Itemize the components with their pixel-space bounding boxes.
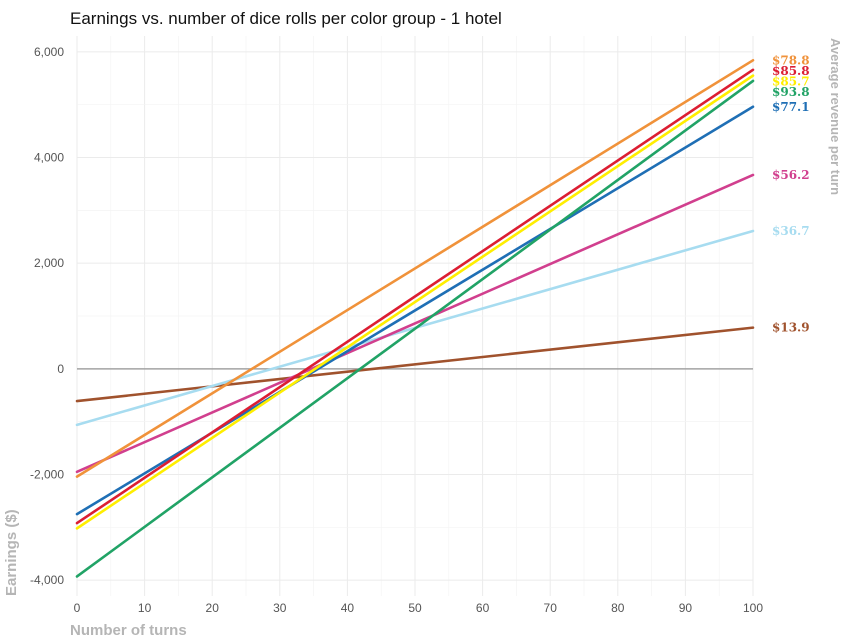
- series-lines: [75, 59, 755, 578]
- x-tick-label: 0: [74, 601, 81, 615]
- x-tick-label: 100: [743, 601, 763, 615]
- series-end-label: $56.2: [772, 168, 810, 182]
- series-end-label: $78.8: [772, 53, 810, 67]
- y-axis-title: Earnings ($): [3, 509, 20, 596]
- series-line: [75, 173, 755, 474]
- x-tick-label: 90: [679, 601, 693, 615]
- y-tick-label: 6,000: [34, 45, 64, 59]
- x-tick-label: 30: [273, 601, 287, 615]
- y-tick-label: -4,000: [30, 573, 64, 587]
- series-line: [75, 59, 755, 478]
- right-axis-title: Average revenue per turn: [828, 38, 843, 195]
- series-line: [75, 68, 755, 525]
- y-tick-label: 2,000: [34, 256, 64, 270]
- x-axis-title: Number of turns: [70, 622, 187, 639]
- x-tick-label: 80: [611, 601, 625, 615]
- series-end-label: $13.9: [772, 321, 810, 335]
- x-tick-label: 60: [476, 601, 490, 615]
- x-tick-labels: 0 10 20 30 40 50 60 70 80 90 100: [74, 601, 764, 615]
- x-tick-label: 40: [341, 601, 355, 615]
- series-end-label: $93.8: [772, 85, 810, 99]
- y-tick-label: 0: [57, 362, 64, 376]
- chart-title: Earnings vs. number of dice rolls per co…: [70, 9, 502, 28]
- y-tick-label: -2,000: [30, 467, 64, 481]
- x-tick-label: 50: [408, 601, 422, 615]
- x-tick-label: 10: [138, 601, 152, 615]
- series-end-label: $85.7: [772, 74, 810, 88]
- y-tick-labels: -4,000 -2,000 0 2,000 4,000 6,000: [30, 45, 64, 587]
- y-tick-label: 4,000: [34, 151, 64, 165]
- series-end-label: $85.8: [772, 64, 810, 78]
- grid: [76, 36, 754, 596]
- series-end-label: $36.7: [772, 224, 810, 238]
- x-tick-label: 20: [206, 601, 220, 615]
- x-tick-label: 70: [544, 601, 558, 615]
- series-line: [75, 79, 755, 578]
- series-end-label: $77.1: [772, 100, 810, 114]
- end-labels: $78.8$85.8$85.7$93.8$77.1 $56.2 $36.7 $13.9: [772, 53, 810, 334]
- series-line: [75, 74, 755, 530]
- series-line: [75, 326, 755, 403]
